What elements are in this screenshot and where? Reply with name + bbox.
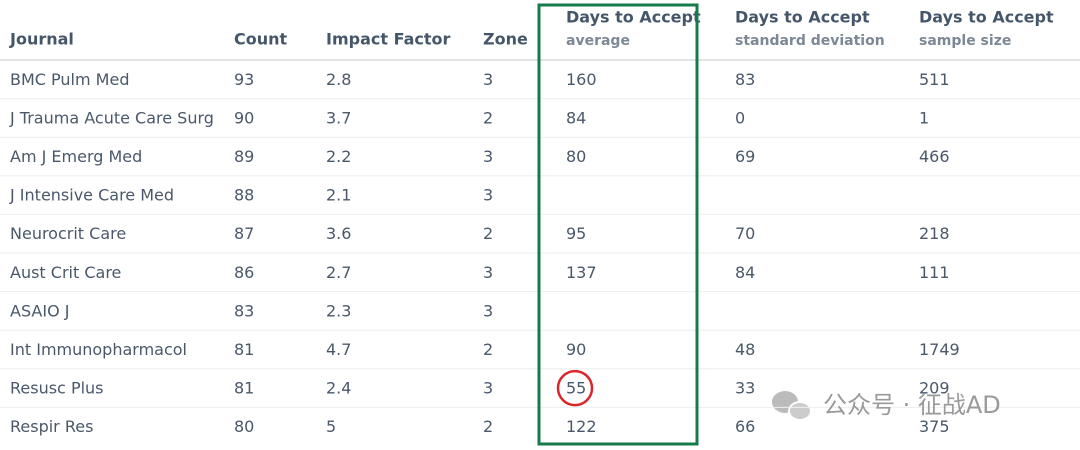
column-title: Journal — [9, 30, 74, 49]
cell: 137 — [566, 263, 597, 282]
highlight-circle — [556, 369, 594, 407]
cell: 5 — [326, 417, 336, 436]
cell: 86 — [234, 263, 254, 282]
cell: 2.4 — [326, 379, 351, 398]
cell: 2 — [483, 224, 493, 243]
cell: 2.3 — [326, 301, 351, 320]
watermark: 公众号 · 征战AD — [823, 391, 1001, 419]
cell: 80 — [566, 147, 586, 166]
cell: 83 — [735, 70, 755, 89]
cell: 2.2 — [326, 147, 351, 166]
cell: 3 — [483, 147, 493, 166]
cell: 3 — [483, 263, 493, 282]
cell: 2 — [483, 417, 493, 436]
cell: 48 — [735, 340, 755, 359]
cell: 122 — [566, 417, 597, 436]
cell: Neurocrit Care — [10, 224, 126, 243]
cell: 55 — [566, 379, 586, 398]
cell: 2 — [483, 108, 493, 127]
cell: BMC Pulm Med — [10, 70, 129, 89]
cell: 81 — [234, 340, 254, 359]
cell: 466 — [919, 147, 950, 166]
cell: 70 — [735, 224, 755, 243]
cell: 83 — [234, 301, 254, 320]
cell: 88 — [234, 186, 254, 205]
column-title: Days to Accept — [919, 8, 1054, 27]
cell: 2.1 — [326, 186, 351, 205]
cell: 93 — [234, 70, 254, 89]
column-subtitle: sample size — [919, 33, 1011, 49]
cell: 3 — [483, 379, 493, 398]
column-title: Count — [234, 30, 288, 49]
cell: 2.8 — [326, 70, 351, 89]
cell: Respir Res — [10, 417, 93, 436]
cell: 2 — [483, 340, 493, 359]
cell: 95 — [566, 224, 586, 243]
cell: J Intensive Care Med — [9, 186, 174, 205]
column-title: Impact Factor — [326, 30, 450, 49]
column-subtitle: average — [566, 33, 630, 49]
cell: 1 — [919, 108, 929, 127]
cell: 2.7 — [326, 263, 351, 282]
cell: 84 — [735, 263, 755, 282]
column-title: Days to Accept — [566, 8, 701, 27]
cell: Am J Emerg Med — [10, 147, 142, 166]
cell: 218 — [919, 224, 950, 243]
column-title: Zone — [483, 30, 528, 49]
cell: 90 — [234, 108, 254, 127]
cell: 1749 — [919, 340, 960, 359]
cell: Int Immunopharmacol — [10, 340, 187, 359]
cell: ASAIO J — [10, 301, 69, 320]
cell: 80 — [234, 417, 254, 436]
cell: Resusc Plus — [10, 379, 104, 398]
cell: 69 — [735, 147, 755, 166]
cell: J Trauma Acute Care Surg — [9, 108, 214, 127]
cell: Aust Crit Care — [10, 263, 121, 282]
cell: 90 — [566, 340, 586, 359]
cell: 3 — [483, 186, 493, 205]
column-subtitle: standard deviation — [735, 33, 885, 49]
cell: 511 — [919, 70, 950, 89]
cell: 33 — [735, 379, 755, 398]
cell: 375 — [919, 417, 950, 436]
cell: 160 — [566, 70, 597, 89]
cell: 111 — [919, 263, 950, 282]
cell: 81 — [234, 379, 254, 398]
cell: 89 — [234, 147, 254, 166]
cell: 87 — [234, 224, 254, 243]
cell: 0 — [735, 108, 745, 127]
cell: 3.7 — [326, 108, 351, 127]
cell: 66 — [735, 417, 755, 436]
cell: 3.6 — [326, 224, 351, 243]
cell: 3 — [483, 70, 493, 89]
column-title: Days to Accept — [735, 8, 870, 27]
cell: 84 — [566, 108, 586, 127]
cell: 209 — [919, 379, 950, 398]
highlight-box — [537, 3, 699, 446]
cell: 3 — [483, 301, 493, 320]
cell: 4.7 — [326, 340, 351, 359]
icon-bubble — [788, 401, 812, 421]
